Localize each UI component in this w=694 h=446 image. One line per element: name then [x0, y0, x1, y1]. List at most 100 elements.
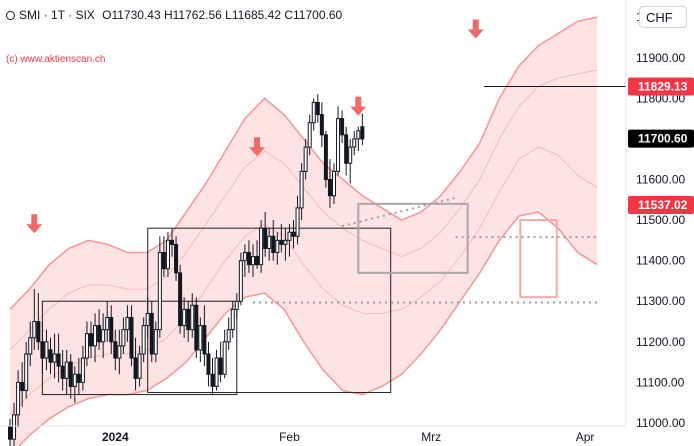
candle-body-up: [101, 329, 106, 343]
candle-body-down: [20, 381, 25, 392]
down-arrow-icon: [26, 214, 43, 234]
candle-body-down: [246, 252, 251, 266]
candle-body-down: [319, 114, 324, 136]
candle-body-up: [226, 329, 231, 343]
candle: [48, 337, 53, 375]
candle: [97, 309, 102, 350]
candle-body-up: [121, 329, 126, 347]
candle: [340, 110, 345, 143]
candle: [165, 232, 170, 277]
candle-body-up: [356, 130, 361, 140]
candle: [210, 358, 215, 395]
candle-body-up: [32, 321, 37, 339]
candle-body-up: [44, 341, 49, 359]
currency-selector[interactable]: CHF: [639, 6, 687, 28]
candle-body-down: [60, 365, 65, 379]
candle-body-down: [186, 308, 191, 331]
candle: [279, 224, 284, 253]
candle-body-up: [287, 231, 292, 241]
candle: [246, 240, 251, 273]
candle-body-down: [68, 361, 73, 387]
price-label: 11829.13: [638, 80, 688, 94]
candle-body-down: [360, 126, 365, 140]
candle: [161, 236, 166, 277]
candle: [153, 321, 158, 363]
candle: [283, 228, 288, 261]
close-value: C11700.60: [284, 8, 343, 22]
candle-body-up: [157, 252, 162, 331]
candle-body-up: [214, 357, 219, 387]
candle: [222, 329, 227, 379]
candle-body-down: [170, 239, 174, 245]
candle: [287, 224, 292, 257]
price-label-bg: [628, 196, 694, 215]
candle: [186, 301, 191, 342]
candle-body-down: [76, 373, 81, 383]
candle: [307, 114, 312, 156]
symbol-label[interactable]: SMI · 1T · SIX: [19, 8, 95, 22]
candle-body-down: [161, 252, 166, 270]
candle-body-down: [149, 312, 154, 355]
candle-body-down: [323, 134, 328, 180]
candle-body-up: [234, 300, 239, 310]
candle-body-up: [80, 357, 85, 383]
candle-body-up: [348, 146, 353, 164]
band-outer-upper: [9, 16, 598, 310]
candle-body-up: [352, 138, 357, 148]
y-tick-label: 11500.00: [636, 213, 685, 227]
y-tick-label: 11300.00: [636, 294, 685, 308]
candle: [28, 321, 33, 367]
candle: [202, 305, 207, 367]
candle-body-up: [307, 122, 312, 148]
candle: [137, 345, 142, 387]
candle: [113, 329, 118, 371]
down-arrow-icon: [467, 19, 484, 39]
candle: [332, 163, 336, 204]
band-inner-lower: [9, 146, 598, 416]
candle-body-up: [153, 329, 158, 355]
candle-body-up: [275, 239, 280, 254]
candle: [174, 236, 179, 281]
candle: [16, 370, 21, 428]
candle-body-down: [202, 325, 207, 355]
candle: [68, 353, 73, 399]
candle-body-up: [336, 118, 341, 172]
candle: [20, 362, 25, 407]
candle-body-up: [105, 316, 110, 331]
candle: [12, 402, 17, 446]
candle: [238, 252, 243, 306]
candle: [145, 297, 150, 338]
candle: [178, 264, 183, 334]
candle-body-up: [295, 207, 300, 237]
candle: [117, 329, 122, 375]
candle-body-up: [251, 256, 255, 266]
candle-body-up: [332, 170, 336, 197]
candle-body-up: [16, 381, 21, 416]
candle-body-up: [125, 316, 130, 331]
candle: [295, 195, 300, 245]
watermark: (c) www.aktienscan.ch: [6, 54, 106, 65]
candle-body-up: [93, 325, 98, 347]
price-label: 11700.60: [638, 132, 688, 146]
candle-body-up: [165, 239, 170, 270]
candle: [89, 321, 93, 359]
candle: [315, 94, 320, 123]
candle: [40, 321, 45, 375]
candle-body-down: [174, 243, 179, 274]
candle: [141, 317, 146, 363]
candle-body-down: [40, 341, 45, 359]
candle: [32, 289, 37, 350]
candle-body-up: [230, 308, 235, 331]
candle-body-up: [259, 227, 264, 266]
candle: [291, 220, 296, 249]
x-tick-label: Mrz: [421, 430, 441, 444]
candle: [234, 293, 239, 318]
candle-body-down: [279, 239, 284, 245]
candle: [170, 228, 174, 257]
price-axis-bg: [626, 0, 694, 446]
candle: [267, 228, 272, 261]
candle-body-down: [218, 357, 223, 375]
candle: [344, 126, 349, 176]
range-box-4: [519, 219, 558, 299]
